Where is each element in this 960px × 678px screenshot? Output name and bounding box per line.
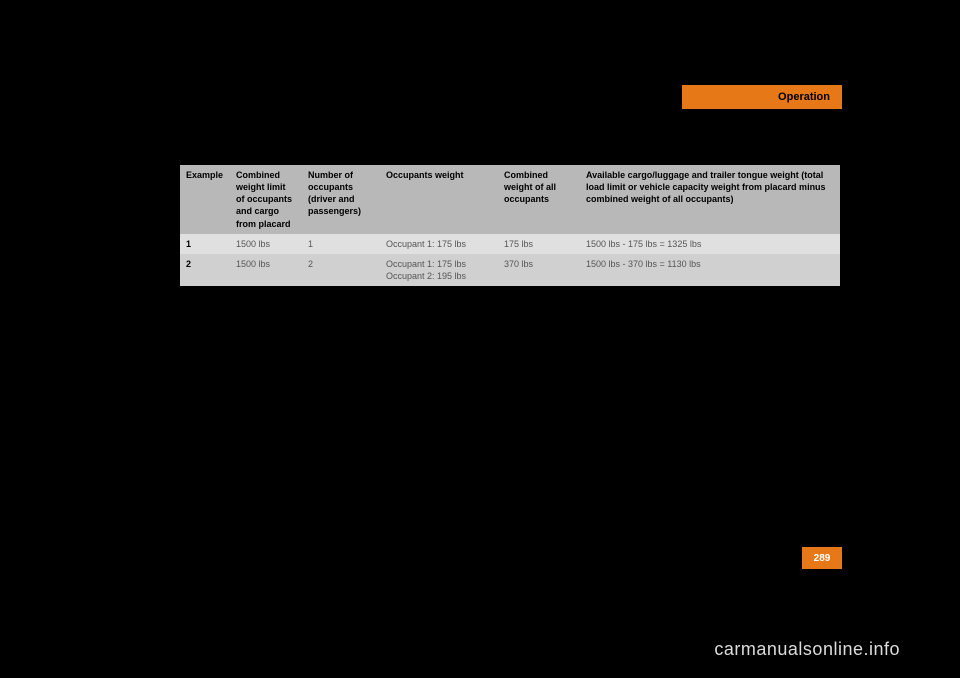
cell-num-occ: 1 (302, 234, 380, 254)
cell-comb-weight: 175 lbs (498, 234, 580, 254)
col-header-combined: Combined weight limit of occupants and c… (230, 165, 302, 234)
cell-available: 1500 lbs - 370 lbs = 1130 lbs (580, 254, 840, 286)
table-row: 2 1500 lbs 2 Occupant 1: 175 lbs Occupan… (180, 254, 840, 286)
table-header-row: Example Combined weight limit of occupan… (180, 165, 840, 234)
header-bar: Operation (682, 85, 842, 109)
col-header-available: Available cargo/luggage and trailer tong… (580, 165, 840, 234)
cell-combined-limit: 1500 lbs (230, 234, 302, 254)
watermark: carmanualsonline.info (714, 639, 900, 660)
cell-occ-weight: Occupant 1: 175 lbs Occupant 2: 195 lbs (380, 254, 498, 286)
col-header-number: Number of occupants (driver and passenge… (302, 165, 380, 234)
col-header-occweight: Occupants weight (380, 165, 498, 234)
page-number-box: 289 (802, 547, 842, 569)
page-number: 289 (814, 553, 831, 564)
cell-available: 1500 lbs - 175 lbs = 1325 lbs (580, 234, 840, 254)
cell-example: 2 (180, 254, 230, 286)
cell-occ-weight: Occupant 1: 175 lbs (380, 234, 498, 254)
cell-combined-limit: 1500 lbs (230, 254, 302, 286)
weight-table: Example Combined weight limit of occupan… (180, 165, 840, 286)
cell-num-occ: 2 (302, 254, 380, 286)
cell-comb-weight: 370 lbs (498, 254, 580, 286)
col-header-combweight: Combined weight of all occupants (498, 165, 580, 234)
header-title: Operation (778, 91, 830, 103)
cell-example: 1 (180, 234, 230, 254)
col-header-example: Example (180, 165, 230, 234)
weight-table-container: Example Combined weight limit of occupan… (180, 165, 840, 286)
table-row: 1 1500 lbs 1 Occupant 1: 175 lbs 175 lbs… (180, 234, 840, 254)
